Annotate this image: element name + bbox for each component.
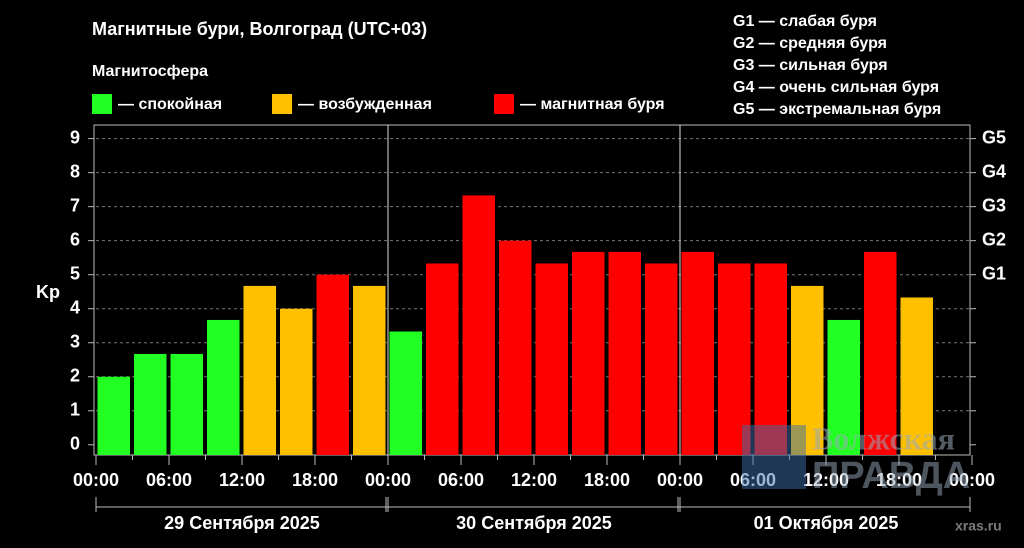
bar — [499, 240, 532, 455]
x-tick-label: 00:00 — [949, 470, 995, 490]
bar — [754, 263, 787, 455]
storm-scale-item: G4 — очень сильная буря — [733, 79, 939, 96]
bar — [170, 353, 203, 455]
y-tick-label: 6 — [70, 229, 80, 249]
bar — [645, 263, 678, 455]
bar — [134, 353, 167, 455]
bar — [353, 285, 386, 455]
x-tick-label: 06:00 — [438, 470, 484, 490]
y-tick-label: 0 — [70, 434, 80, 454]
storm-scale-item: G2 — средняя буря — [733, 35, 887, 52]
legend-label: — магнитная буря — [520, 96, 665, 113]
bar — [900, 297, 933, 455]
bar — [97, 376, 130, 455]
bar — [389, 331, 422, 455]
legend-swatch — [494, 94, 514, 114]
day-label: 30 Сентября 2025 — [456, 513, 612, 533]
x-tick-label: 00:00 — [657, 470, 703, 490]
bar — [280, 308, 313, 455]
x-tick-label: 18:00 — [292, 470, 338, 490]
y2-tick-label: G2 — [982, 229, 1006, 249]
y2-tick-label: G1 — [982, 263, 1006, 283]
y-tick-label: 3 — [70, 331, 80, 351]
legend-swatch — [92, 94, 112, 114]
y2-tick-label: G4 — [982, 161, 1006, 181]
storm-scale-item: G5 — экстремальная буря — [733, 101, 941, 118]
x-tick-label: 12:00 — [219, 470, 265, 490]
x-tick-label: 18:00 — [584, 470, 630, 490]
y-tick-label: 1 — [70, 400, 80, 420]
bar — [572, 251, 605, 455]
y-tick-label: 7 — [70, 195, 80, 215]
y-tick-label: 2 — [70, 366, 80, 386]
day-label: 29 Сентября 2025 — [164, 513, 320, 533]
y-axis-label: Kp — [36, 282, 60, 302]
y-tick-label: 5 — [70, 263, 80, 283]
bar — [827, 319, 860, 455]
legend-label: — спокойная — [118, 96, 222, 113]
x-tick-label: 12:00 — [511, 470, 557, 490]
watermark-logo — [742, 425, 806, 489]
y-tick-label: 9 — [70, 127, 80, 147]
y2-tick-label: G5 — [982, 127, 1006, 147]
legend-label: — возбужденная — [298, 96, 432, 113]
plot-frame — [93, 124, 971, 456]
y2-tick-label: G3 — [982, 195, 1006, 215]
bar — [535, 263, 568, 455]
bar — [243, 285, 276, 455]
watermark: xras.ru — [955, 518, 1002, 534]
x-tick-label: 18:00 — [876, 470, 922, 490]
bar — [681, 251, 714, 455]
chart-title: Магнитные бури, Волгоград (UTC+03) — [92, 19, 427, 39]
bar — [207, 319, 240, 455]
day-label: 01 Октября 2025 — [754, 513, 899, 533]
bar — [608, 251, 641, 455]
bar — [316, 274, 349, 455]
x-tick-label: 06:00 — [146, 470, 192, 490]
bar — [718, 263, 751, 455]
legend-swatch — [272, 94, 292, 114]
y-tick-label: 8 — [70, 161, 80, 181]
bar — [864, 251, 897, 455]
x-tick-label: 00:00 — [365, 470, 411, 490]
storm-scale-item: G3 — сильная буря — [733, 57, 888, 74]
storm-scale-item: G1 — слабая буря — [733, 13, 877, 30]
watermark: Волжская — [812, 420, 955, 456]
bar — [426, 263, 459, 455]
x-tick-label: 12:00 — [803, 470, 849, 490]
watermark: ПРАВДА — [812, 455, 970, 497]
y-tick-label: 4 — [70, 297, 80, 317]
bar — [462, 195, 495, 456]
legend-title: Магнитосфера — [92, 63, 208, 80]
x-tick-label: 00:00 — [73, 470, 119, 490]
